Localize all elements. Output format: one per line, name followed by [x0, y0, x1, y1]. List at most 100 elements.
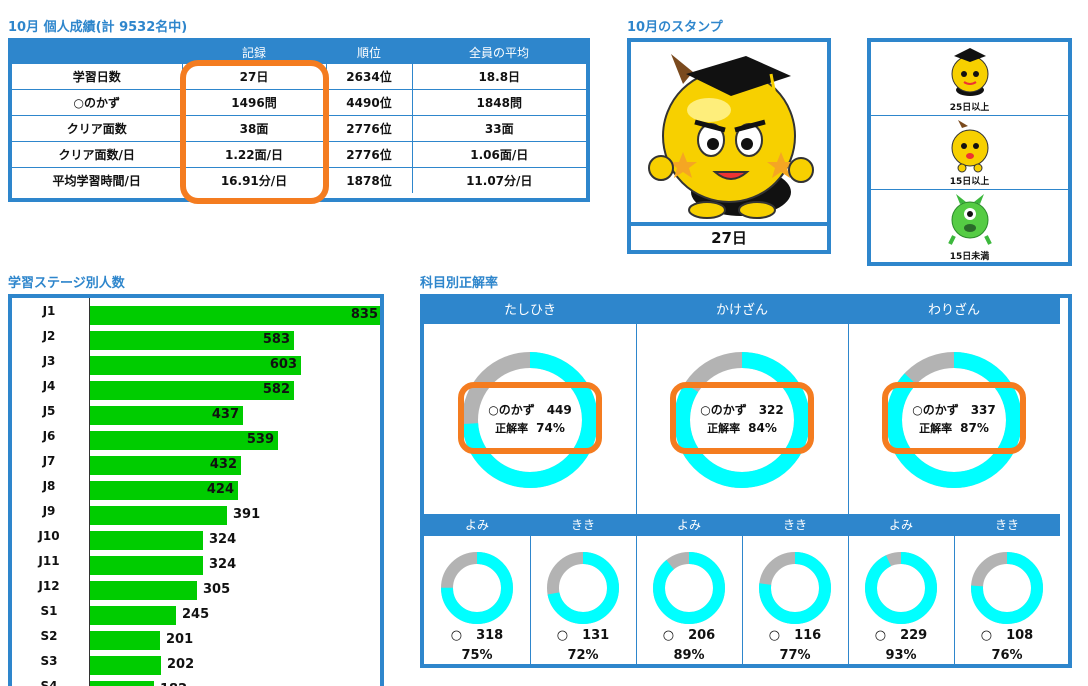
correct-count-label: ○のかず: [912, 403, 959, 417]
subject-correct-count: ○のかず 449: [460, 401, 600, 418]
stage-bar: [90, 406, 243, 425]
skill-rate: 72%: [567, 648, 599, 663]
stage-bar: [90, 556, 203, 575]
skill-count-value: 206: [688, 628, 716, 643]
column-header: 記録: [182, 42, 326, 63]
table-row: 平均学習時間/日 16.91分/日 1878位 11.07分/日: [12, 166, 586, 193]
skill-correct-count: ○ 116: [742, 628, 848, 643]
stage-bar-chart: J1 835 J2 583 J3 603 J4 582 J5 437 J6 539 J7 432 J8 424…: [8, 294, 384, 686]
skill-donut-chart: [653, 552, 725, 624]
skill-header: きき: [954, 514, 1060, 536]
stage-label: J9: [42, 504, 56, 518]
subject-correct-count: ○のかず 322: [672, 401, 812, 418]
column-divider: [848, 324, 849, 664]
stage-label: J11: [38, 554, 60, 568]
subject-header: かけざん: [636, 298, 848, 324]
correct-count-label: ○のかず: [488, 403, 535, 417]
skill-donut-chart: [865, 552, 937, 624]
stage-value-label: 432: [209, 457, 237, 472]
skill-header: よみ: [424, 514, 530, 536]
record-cell: 1.22面/日: [181, 140, 326, 167]
rate-label: 正解率: [707, 422, 741, 435]
row-label: ○のかず: [12, 88, 182, 115]
stage-value-label: 182: [160, 682, 187, 686]
row-label: 平均学習時間/日: [12, 166, 182, 193]
stage-bar: [90, 656, 161, 675]
subject-rate: 正解率 84%: [672, 420, 812, 436]
stage-label: S2: [40, 629, 58, 643]
skill-header: きき: [530, 514, 636, 536]
stage-label: S1: [40, 604, 58, 618]
stage-value-label: 245: [182, 607, 210, 622]
legend-label: 15日以上: [949, 177, 990, 187]
record-highlight-outline: [180, 60, 329, 204]
correct-count-value: 449: [546, 403, 572, 417]
stamp-days-count: 27日: [631, 222, 827, 250]
correct-count-label: ○のかず: [700, 403, 747, 417]
stage-value-label: 324: [209, 557, 237, 572]
subject-highlight-outline: [882, 382, 1026, 454]
average-cell: 11.07分/日: [411, 166, 586, 193]
stamp-title: 10月のスタンプ: [627, 20, 723, 35]
stage-label: J6: [42, 429, 56, 443]
stage-value-label: 539: [246, 432, 274, 447]
subject-rate-panel: たしひき ○のかず 449 正解率 74% かけざん ○のかず 322 正解率 84% わりざん ○の…: [420, 294, 1072, 668]
stamp-legend-item: 15日以上: [871, 116, 1068, 190]
subject-donut-chart: [674, 352, 810, 488]
stage-label: J8: [42, 479, 56, 493]
record-cell: 1496問: [181, 88, 326, 115]
skill-divider: [530, 536, 531, 664]
average-cell: 1.06面/日: [411, 140, 586, 167]
rate-value: 87%: [960, 421, 989, 435]
stage-label: J2: [42, 329, 56, 343]
stage-value-label: 202: [167, 657, 195, 672]
graduate-mascot-icon: [648, 54, 814, 219]
table-row: ○のかず 1496問 4490位 1848問: [12, 88, 586, 115]
correct-count-value: 337: [970, 403, 996, 417]
skill-divider: [954, 536, 955, 664]
green-monster-icon: [947, 194, 992, 245]
stage-value-label: 835: [350, 307, 378, 322]
donut-correct-arc: [653, 552, 725, 624]
stage-value-label: 603: [269, 357, 297, 372]
stage-label: J1: [42, 304, 56, 318]
stage-bar: [90, 581, 197, 600]
rank-cell: 4490位: [325, 88, 412, 115]
skill-header: よみ: [636, 514, 742, 536]
stage-label: J4: [42, 379, 56, 393]
average-cell: 18.8日: [411, 62, 586, 89]
subject-highlight-outline: [458, 382, 602, 454]
stats-table: 記録 順位 全員の平均 学習日数 27日 2634位 18.8日 ○のかず 14…: [12, 42, 586, 193]
row-label: 学習日数: [12, 62, 182, 89]
subject-rate-title: 科目別正解率: [420, 276, 499, 291]
skill-count-value: 116: [794, 628, 822, 643]
stage-bar: [90, 431, 278, 450]
rate-label: 正解率: [919, 422, 953, 435]
subject-correct-count: ○のかず 337: [884, 401, 1024, 418]
column-header: 順位: [326, 42, 412, 63]
table-row: 学習日数 27日 2634位 18.8日: [12, 62, 586, 89]
skill-count-value: 108: [1006, 628, 1034, 643]
table-header-row: 記録 順位 全員の平均: [12, 42, 586, 63]
table-row: クリア面数/日 1.22面/日 2776位 1.06面/日: [12, 140, 586, 167]
skill-correct-count: ○ 108: [954, 628, 1060, 643]
circle-symbol: ○: [662, 628, 675, 643]
circle-symbol: ○: [874, 628, 887, 643]
stage-bar: [90, 531, 203, 550]
skill-correct-count: ○ 131: [530, 628, 636, 643]
skill-rate: 77%: [779, 648, 811, 663]
skill-rate: 89%: [673, 648, 705, 663]
correct-count-value: 322: [758, 403, 784, 417]
stage-bar: [90, 356, 301, 375]
subject-donut-chart: [886, 352, 1022, 488]
subject-header: たしひき: [424, 298, 636, 324]
donut-correct-arc: [865, 552, 937, 624]
rank-cell: 2776位: [325, 140, 412, 167]
legend-label: 15日未満: [949, 252, 990, 262]
stage-value-label: 582: [262, 382, 290, 397]
donut-correct-arc: [886, 352, 1022, 488]
stage-label: J12: [38, 579, 60, 593]
rank-cell: 2776位: [325, 114, 412, 141]
row-label: クリア面数: [12, 114, 182, 141]
circle-symbol: ○: [556, 628, 569, 643]
